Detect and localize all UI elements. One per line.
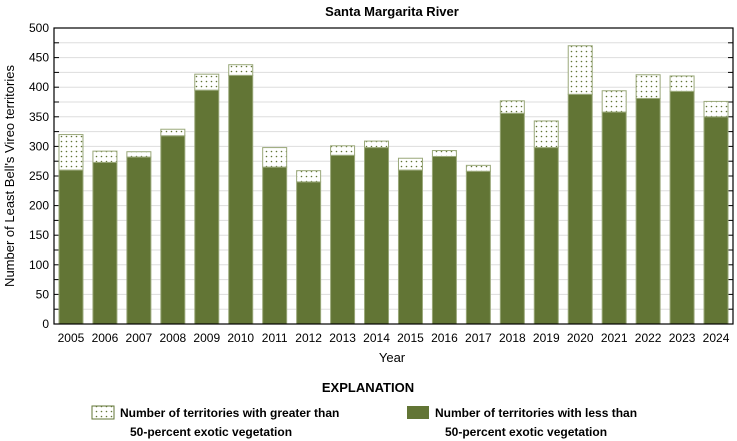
x-tick-label: 2023	[669, 331, 696, 345]
x-tick-label: 2010	[227, 331, 254, 345]
bar-greater-than-50	[499, 100, 525, 114]
bar-greater-than-50	[330, 145, 356, 156]
bar-greater-than-50	[262, 147, 288, 168]
x-tick-label: 2005	[58, 331, 85, 345]
bar-greater-than-50	[194, 73, 220, 91]
legend-label-1b: 50-percent exotic vegetation	[130, 425, 292, 439]
bar-less-than-50	[364, 147, 390, 325]
y-tick-label: 50	[36, 287, 50, 301]
x-tick-label: 2011	[262, 331, 288, 345]
legend-title: EXPLANATION	[322, 380, 414, 395]
bar-greater-than-50	[364, 140, 390, 149]
bar-less-than-50	[465, 170, 491, 325]
bar-less-than-50	[431, 155, 457, 325]
bar-less-than-50	[669, 90, 695, 325]
bar-greater-than-50	[397, 157, 423, 171]
bar-less-than-50	[228, 74, 254, 325]
bar-less-than-50	[703, 116, 729, 325]
x-tick-label: 2016	[431, 331, 458, 345]
y-tick-label: 150	[29, 228, 49, 242]
x-tick-label: 2009	[193, 331, 220, 345]
x-tick-label: 2018	[499, 331, 526, 345]
legend-label-2b: 50-percent exotic vegetation	[445, 425, 607, 439]
x-axis-label: Year	[379, 350, 406, 365]
bar-less-than-50	[160, 135, 186, 325]
y-tick-label: 0	[42, 317, 49, 331]
bar-less-than-50	[262, 166, 288, 325]
bar-less-than-50	[58, 169, 84, 325]
bar-less-than-50	[635, 97, 661, 325]
x-tick-label: 2019	[533, 331, 560, 345]
bar-greater-than-50	[92, 150, 118, 163]
x-tick-label: 2008	[159, 331, 186, 345]
bar-less-than-50	[533, 147, 559, 325]
bar-greater-than-50	[703, 100, 729, 118]
y-tick-label: 200	[29, 199, 49, 213]
bar-less-than-50	[92, 161, 118, 325]
bar-greater-than-50	[431, 150, 457, 157]
bar-less-than-50	[499, 112, 525, 325]
bar-less-than-50	[567, 93, 593, 325]
y-tick-label: 250	[29, 169, 49, 183]
x-tick-label: 2012	[295, 331, 322, 345]
y-tick-label: 300	[29, 139, 49, 153]
x-tick-label: 2007	[126, 331, 153, 345]
y-axis-label: Number of Least Bell's Vireo territories	[2, 65, 17, 287]
bar-less-than-50	[126, 156, 152, 325]
x-tick-label: 2022	[635, 331, 662, 345]
bar-greater-than-50	[296, 170, 322, 183]
bar-greater-than-50	[126, 151, 152, 158]
legend-swatch-exotic-high	[91, 405, 115, 420]
x-tick-label: 2017	[465, 331, 492, 345]
legend-label-2a: Number of territories with less than	[435, 406, 637, 420]
bar-greater-than-50	[228, 64, 254, 76]
chart-title: Santa Margarita River	[325, 4, 459, 19]
y-tick-label: 500	[29, 21, 49, 35]
bar-less-than-50	[296, 181, 322, 325]
bar-greater-than-50	[567, 45, 593, 95]
x-tick-label: 2015	[397, 331, 424, 345]
y-tick-label: 450	[29, 51, 49, 65]
y-tick-label: 350	[29, 110, 49, 124]
bar-greater-than-50	[58, 134, 84, 171]
y-tick-label: 400	[29, 80, 49, 94]
x-tick-label: 2021	[601, 331, 628, 345]
x-tick-label: 2014	[363, 331, 390, 345]
legend-label-1a: Number of territories with greater than	[120, 406, 339, 420]
legend: Number of territories with greater than …	[91, 405, 637, 439]
x-tick-label: 2013	[329, 331, 356, 345]
plot-frame	[53, 27, 734, 325]
bar-greater-than-50	[533, 120, 559, 149]
bar-greater-than-50	[669, 75, 695, 92]
bar-less-than-50	[397, 169, 423, 325]
bar-less-than-50	[601, 111, 627, 325]
bar-greater-than-50	[601, 90, 627, 113]
x-tick-label: 2024	[703, 331, 730, 345]
bar-less-than-50	[330, 154, 356, 325]
x-tick-label: 2006	[92, 331, 119, 345]
bar-greater-than-50	[160, 128, 186, 137]
bar-greater-than-50	[635, 74, 661, 99]
x-tick-label: 2020	[567, 331, 594, 345]
bar-greater-than-50	[465, 164, 491, 172]
legend-swatch-exotic-low	[407, 406, 429, 419]
y-tick-label: 100	[29, 258, 49, 272]
bar-less-than-50	[194, 89, 220, 325]
